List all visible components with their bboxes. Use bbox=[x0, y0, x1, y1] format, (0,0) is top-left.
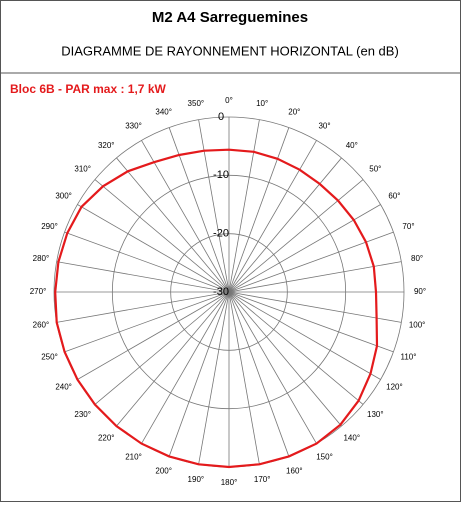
spoke bbox=[228, 291, 364, 405]
spoke bbox=[198, 291, 230, 465]
angle-label: 110° bbox=[401, 352, 417, 361]
spoke bbox=[198, 119, 230, 293]
angle-label: 90° bbox=[414, 287, 426, 296]
angle-label: 40° bbox=[346, 141, 358, 150]
angle-label: 260° bbox=[33, 320, 50, 329]
angle-label: 250° bbox=[41, 352, 58, 361]
angle-label: 120° bbox=[386, 383, 403, 392]
spoke bbox=[228, 140, 317, 293]
angle-label: 160° bbox=[286, 467, 303, 476]
angle-label: 50° bbox=[369, 164, 381, 173]
angle-label: 20° bbox=[288, 108, 300, 117]
spoke bbox=[64, 291, 230, 353]
spoke bbox=[56, 291, 230, 323]
angle-label: 350° bbox=[188, 99, 205, 108]
spoke bbox=[228, 119, 260, 293]
angle-label: 270° bbox=[30, 287, 47, 296]
spoke bbox=[228, 127, 290, 293]
spoke bbox=[56, 261, 230, 293]
spoke bbox=[116, 157, 230, 293]
spoke bbox=[228, 179, 364, 293]
angle-label: 100° bbox=[409, 320, 426, 329]
pattern-line bbox=[54, 148, 379, 469]
spoke bbox=[141, 140, 230, 293]
spoke bbox=[168, 291, 230, 457]
angle-label: 290° bbox=[41, 222, 58, 231]
angle-label: 210° bbox=[125, 453, 142, 462]
spoke bbox=[94, 291, 230, 405]
spoke bbox=[228, 291, 260, 465]
angle-label: 320° bbox=[98, 141, 115, 150]
spoke bbox=[228, 291, 402, 323]
angle-label: 60° bbox=[388, 192, 400, 201]
spoke bbox=[228, 261, 402, 293]
spoke bbox=[77, 291, 230, 380]
spoke bbox=[228, 291, 381, 380]
chart-title: M2 A4 Sarreguemines bbox=[152, 9, 308, 26]
spoke bbox=[228, 291, 394, 353]
spoke bbox=[64, 231, 230, 293]
angle-label: 330° bbox=[125, 122, 142, 131]
angle-label: 80° bbox=[411, 254, 423, 263]
spoke bbox=[228, 157, 342, 293]
angle-label: 0° bbox=[225, 96, 233, 105]
r-tick-label: -10 bbox=[213, 169, 229, 181]
angle-label: 130° bbox=[367, 410, 384, 419]
spoke bbox=[116, 291, 230, 427]
angle-label: 200° bbox=[155, 467, 172, 476]
spoke bbox=[228, 204, 381, 293]
r-tick-label: 0 bbox=[218, 111, 224, 123]
angle-label: 230° bbox=[74, 410, 91, 419]
spoke bbox=[141, 291, 230, 444]
angle-label: 340° bbox=[155, 108, 172, 117]
angle-label: 190° bbox=[188, 475, 205, 484]
angle-label: 170° bbox=[254, 475, 271, 484]
angle-label: 30° bbox=[318, 122, 330, 131]
spoke bbox=[228, 291, 342, 427]
angle-label: 300° bbox=[55, 192, 72, 201]
r-tick-label: -20 bbox=[213, 228, 229, 240]
angle-label: 180° bbox=[221, 478, 238, 487]
angle-label: 310° bbox=[74, 164, 91, 173]
spoke bbox=[228, 291, 317, 444]
spoke bbox=[94, 179, 230, 293]
angle-label: 220° bbox=[98, 433, 115, 442]
angle-label: 140° bbox=[343, 433, 360, 442]
legend-entry: Bloc 6B - PAR max : 1,7 kW bbox=[10, 82, 166, 96]
chart-subtitle: DIAGRAMME DE RAYONNEMENT HORIZONTAL (en … bbox=[61, 43, 399, 58]
angle-label: 10° bbox=[256, 99, 268, 108]
r-tick-label: -30 bbox=[213, 286, 229, 298]
angle-label: 70° bbox=[402, 222, 414, 231]
angle-label: 280° bbox=[33, 254, 50, 263]
spoke bbox=[228, 291, 290, 457]
angle-label: 240° bbox=[55, 383, 72, 392]
angle-label: 150° bbox=[316, 453, 333, 462]
spoke bbox=[77, 204, 230, 293]
